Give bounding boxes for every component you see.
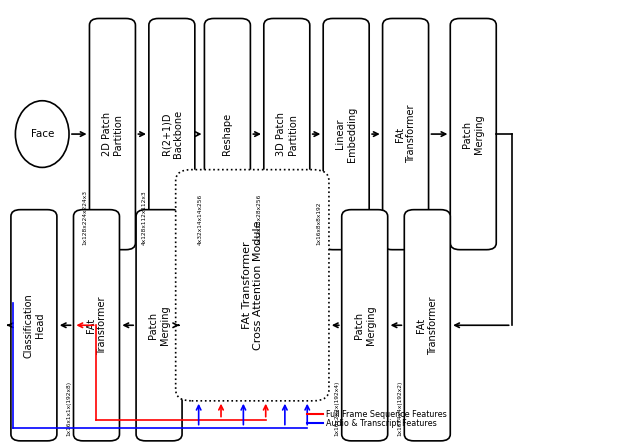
Text: 4x128x112x112x3: 4x128x112x112x3 (142, 190, 147, 245)
FancyBboxPatch shape (136, 210, 182, 441)
Text: Classification
Head: Classification Head (23, 293, 45, 358)
Text: 1x16x8x8x192: 1x16x8x8x192 (316, 202, 321, 245)
Text: Reshape: Reshape (223, 113, 232, 155)
Text: FAt
Transformer: FAt Transformer (417, 296, 438, 355)
Text: 1x128x224x224x3: 1x128x224x224x3 (83, 190, 88, 245)
FancyBboxPatch shape (149, 18, 195, 250)
Text: FAt Transformer
Cross Attention Module: FAt Transformer Cross Attention Module (241, 220, 263, 350)
Text: 3D Patch
Partition: 3D Patch Partition (276, 112, 298, 156)
Text: 1x32x28x28x256: 1x32x28x28x256 (257, 194, 262, 245)
Text: Linear
Embedding: Linear Embedding (335, 107, 357, 162)
Text: 2D Patch
Partition: 2D Patch Partition (102, 112, 124, 156)
Text: R(2+1)D
Backbone: R(2+1)D Backbone (161, 110, 182, 158)
Text: FAt
Transformer: FAt Transformer (395, 105, 417, 163)
Text: 1x16x1x1x(192x8): 1x16x1x1x(192x8) (67, 381, 72, 437)
FancyBboxPatch shape (383, 18, 429, 250)
Text: Patch
Merging: Patch Merging (463, 114, 484, 154)
FancyBboxPatch shape (342, 210, 388, 441)
Text: 1x16x4x4x(192x2): 1x16x4x4x(192x2) (397, 381, 403, 437)
Text: Patch
Merging: Patch Merging (354, 306, 376, 345)
Text: 4x32x14x14x256: 4x32x14x14x256 (198, 194, 202, 245)
FancyBboxPatch shape (404, 210, 451, 441)
Text: Full Frame Sequence Features: Full Frame Sequence Features (326, 410, 447, 419)
FancyBboxPatch shape (90, 18, 136, 250)
FancyBboxPatch shape (204, 18, 250, 250)
FancyBboxPatch shape (323, 18, 369, 250)
Ellipse shape (15, 101, 69, 167)
Text: Face: Face (31, 129, 54, 139)
Text: Patch
Merging: Patch Merging (148, 306, 170, 345)
FancyBboxPatch shape (451, 18, 496, 250)
Text: FAt
Transformer: FAt Transformer (86, 296, 108, 355)
FancyBboxPatch shape (264, 18, 310, 250)
FancyBboxPatch shape (74, 210, 120, 441)
FancyBboxPatch shape (11, 210, 57, 441)
FancyBboxPatch shape (175, 169, 329, 401)
Text: 1x16x2x2x(192x4): 1x16x2x2x(192x4) (335, 381, 340, 437)
Text: Audio & Transcript Features: Audio & Transcript Features (326, 419, 437, 428)
